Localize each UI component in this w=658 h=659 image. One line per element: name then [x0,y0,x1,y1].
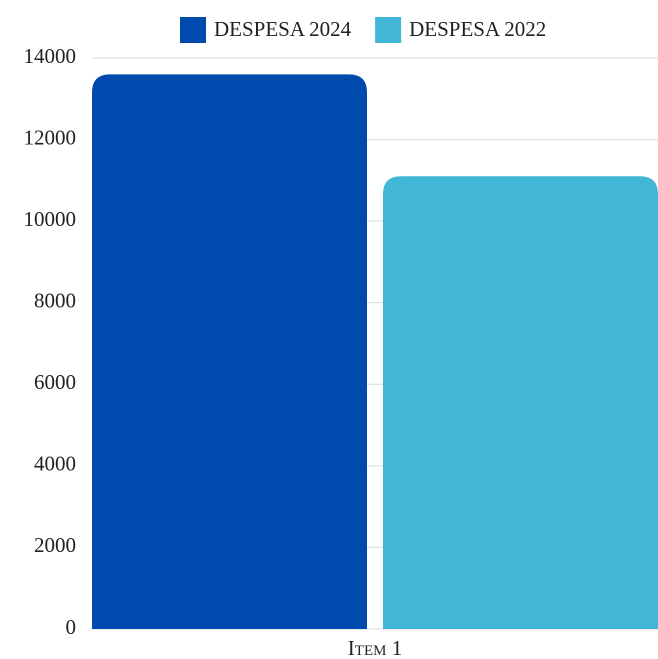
legend-swatch [375,17,402,43]
y-tick-label: 10000 [24,207,77,231]
y-tick-label: 6000 [34,370,76,394]
y-tick-label: 0 [66,615,77,639]
x-tick-label: Item 1 [348,636,402,659]
y-tick-label: 2000 [34,533,76,557]
bar [383,176,658,629]
y-tick-label: 14000 [24,44,77,68]
y-tick-label: 12000 [24,125,77,149]
y-tick-label: 4000 [34,452,76,476]
bar [92,74,367,630]
legend-label: DESPESA 2024 [214,17,352,41]
legend-swatch [180,17,206,43]
legend-label: DESPESA 2022 [409,17,546,41]
y-tick-label: 8000 [34,289,76,313]
